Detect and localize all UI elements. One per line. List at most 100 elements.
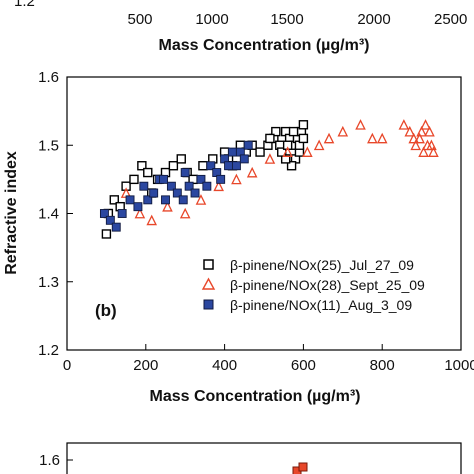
data-point: [313, 139, 325, 151]
data-point: [323, 132, 335, 144]
data-point: [239, 154, 249, 164]
data-point: [190, 188, 200, 198]
x-axis-title: Mass Concentration (µg/m³): [149, 388, 360, 405]
data-point: [398, 119, 410, 130]
y-axis-title: Refractive index: [3, 151, 20, 275]
y-tick-label: 1.5: [38, 137, 59, 154]
data-point: [202, 181, 212, 191]
y-tick-label: 1.3: [38, 274, 59, 291]
data-point: [302, 146, 313, 157]
legend-label: β-pinene/NOx(25)_Jul_27_09: [230, 257, 414, 273]
data-point: [265, 133, 275, 144]
legend-marker-filled-square: [203, 299, 214, 310]
data-point: [168, 161, 179, 171]
data-point: [246, 166, 258, 178]
data-point: [178, 195, 188, 205]
data-point: [111, 222, 121, 232]
x-tick-label: 800: [370, 357, 395, 374]
data-point: [418, 146, 429, 157]
data-point: [101, 229, 112, 239]
data-point: [367, 132, 378, 144]
legend-label: β-pinene/NOx(11)_Aug_3_09: [230, 297, 412, 313]
data-point: [231, 173, 242, 185]
data-point: [288, 126, 299, 137]
data-point: [282, 146, 293, 157]
data-point: [428, 146, 439, 157]
data-point: [271, 126, 281, 137]
data-point: [195, 194, 207, 205]
data-point: [376, 132, 388, 144]
data-point: [176, 154, 186, 164]
top-xtick-label: 1500: [270, 11, 303, 28]
data-point: [137, 161, 147, 171]
data-point: [414, 132, 425, 144]
data-point: [228, 147, 237, 157]
legend-label: β-pinene/NOx(28)_Sept_25_09: [230, 277, 425, 293]
data-point: [231, 161, 241, 171]
data-point: [426, 139, 437, 151]
data-point: [337, 125, 349, 137]
data-point: [180, 168, 190, 178]
data-point: [159, 174, 168, 184]
data-point: [105, 215, 115, 225]
top-xtick-label: 2500: [434, 11, 467, 28]
data-points: [99, 119, 439, 239]
data-point: [298, 120, 309, 130]
x-tick-label: 0: [63, 357, 71, 374]
top-xtick-label: 1000: [195, 11, 228, 28]
data-point: [408, 132, 420, 144]
bottom-panel: 1.6: [39, 442, 462, 474]
x-tick-label: 1000: [444, 357, 474, 374]
y-axis-ticks: 1.2 1.3 1.4 1.5 1.6: [38, 69, 73, 359]
data-point: [213, 180, 224, 192]
data-point: [224, 161, 233, 171]
data-point: [206, 161, 216, 171]
bottom-plot-frame: [66, 442, 462, 474]
data-point: [404, 125, 416, 137]
data-point: [216, 174, 226, 184]
main-panel: 0 200 400 600 800 1000 1.2 1.3 1.4 1.5 1.6 Mass C…: [3, 69, 474, 405]
data-point: [184, 181, 194, 191]
bottom-ytick-label: 1.6: [39, 452, 60, 469]
data-point: [134, 207, 146, 219]
top-xtick-label: 500: [127, 11, 152, 28]
data-point: [172, 188, 182, 198]
data-point: [264, 153, 276, 164]
data-point: [143, 167, 153, 178]
data-point: [198, 161, 208, 171]
y-tick-label: 1.4: [38, 206, 59, 223]
data-point: [129, 174, 139, 185]
data-point: [420, 119, 431, 130]
data-point: [298, 133, 309, 144]
data-point: [125, 195, 135, 205]
data-point: [179, 207, 191, 219]
x-tick-label: 200: [133, 357, 158, 374]
data-point: [161, 195, 170, 205]
data-point: [286, 161, 297, 171]
data-point: [355, 119, 366, 130]
data-point: [162, 200, 173, 212]
y-tick-label: 1.6: [38, 69, 59, 86]
bottom-data-point: [298, 462, 308, 472]
data-point: [133, 202, 143, 212]
data-point: [99, 209, 109, 218]
data-point: [143, 195, 153, 205]
data-point: [146, 214, 158, 226]
top-panel: 1.2 500 1000 1500 2000 2500 Mass Concent…: [14, 0, 467, 54]
data-point: [416, 125, 427, 137]
data-point: [255, 147, 265, 157]
data-point: [109, 195, 119, 205]
top-ytick-label: 1.2: [14, 0, 35, 10]
x-tick-label: 600: [291, 357, 316, 374]
top-xtick-label: 2000: [357, 11, 390, 28]
y-tick-label: 1.2: [38, 342, 59, 359]
data-point: [424, 125, 435, 137]
legend: β-pinene/NOx(25)_Jul_27_09 β-pinene/NOx(…: [201, 257, 425, 313]
top-x-axis-title: Mass Concentration (µg/m³): [158, 37, 369, 54]
data-point: [243, 140, 253, 150]
data-point: [410, 139, 421, 151]
data-point: [117, 209, 127, 218]
data-point: [139, 181, 149, 191]
data-point: [166, 181, 176, 191]
